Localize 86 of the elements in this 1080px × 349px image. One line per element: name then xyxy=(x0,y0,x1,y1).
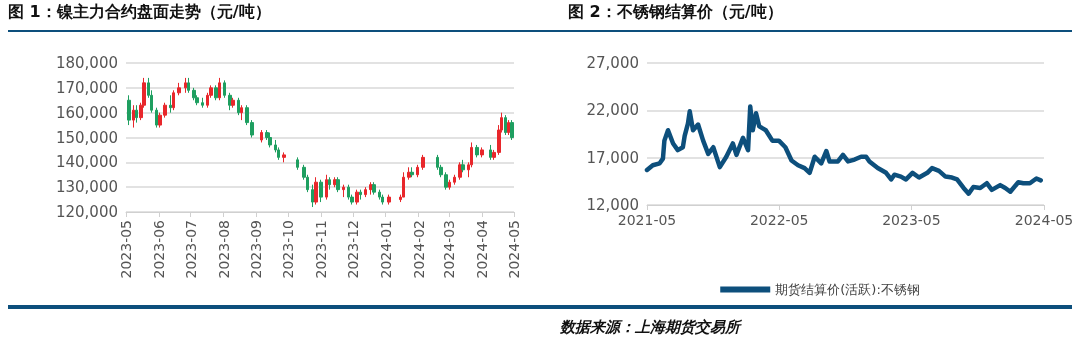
candlestick xyxy=(325,174,328,201)
x-tick-label: 2023-05 xyxy=(118,220,134,279)
y-tick-label: 160,000 xyxy=(55,103,118,122)
candlestick xyxy=(260,129,263,143)
candlestick xyxy=(504,114,507,136)
y-tick-label: 12,000 xyxy=(586,196,639,214)
x-tick-label: 2022-05 xyxy=(749,212,809,228)
candlestick xyxy=(407,166,411,181)
candlestick xyxy=(218,77,221,101)
y-tick-label: 150,000 xyxy=(55,128,118,147)
candlestick xyxy=(223,79,226,99)
y-tick-label: 140,000 xyxy=(55,153,118,172)
source-note: 数据来源：上海期货交易所 xyxy=(560,318,740,337)
candlestick xyxy=(314,176,318,206)
candlestick xyxy=(359,189,362,201)
candlestick xyxy=(336,176,340,193)
candlestick xyxy=(372,181,376,196)
y-tick-label: 120,000 xyxy=(55,203,118,221)
x-tick-label: 2024-03 xyxy=(441,220,458,279)
candlestick xyxy=(187,77,190,94)
candlestick xyxy=(296,156,299,171)
x-tick-label: 2023-06 xyxy=(150,219,167,279)
candlestick xyxy=(201,97,204,109)
y-tick-label: 22,000 xyxy=(586,101,639,120)
candlestick xyxy=(342,184,345,198)
candlestick xyxy=(381,194,384,206)
candlestick xyxy=(410,166,414,178)
candlestick xyxy=(507,119,510,136)
x-tick-label: 2023-12 xyxy=(344,220,361,279)
candlestick xyxy=(214,84,218,101)
candlestick xyxy=(355,189,359,206)
x-tick-label: 2023-09 xyxy=(248,220,265,279)
x-tick-label: 2024-04 xyxy=(474,219,491,279)
candlestick xyxy=(177,82,181,96)
candlestick xyxy=(453,174,456,186)
candlestick xyxy=(135,104,138,124)
y-tick-label: 17,000 xyxy=(586,148,639,167)
candlestick xyxy=(402,171,405,198)
candlestick xyxy=(268,132,272,148)
candlestick xyxy=(172,89,175,111)
candlestick xyxy=(237,97,240,116)
candlestick xyxy=(421,154,425,171)
x-tick-label: 2024-02 xyxy=(410,220,427,279)
candlestick xyxy=(489,144,492,161)
x-tick-label: 2023-08 xyxy=(215,220,232,279)
candlestick xyxy=(132,104,135,129)
candlestick xyxy=(461,159,465,173)
x-tick-label: 2024-05 xyxy=(506,220,522,279)
x-tick-label: 2024-01 xyxy=(377,220,394,279)
candlestick xyxy=(192,87,196,101)
legend-label: 期货结算价(活跃):不锈钢 xyxy=(775,282,920,297)
candlestick xyxy=(282,151,286,163)
candlestick xyxy=(378,189,381,201)
x-tick-label: 2021-05 xyxy=(617,212,677,228)
candlestick xyxy=(510,119,514,141)
x-tick-label: 2024-05 xyxy=(1014,212,1074,228)
candlestick xyxy=(480,146,484,158)
x-tick-label: 2023-07 xyxy=(182,220,199,279)
y-tick-label: 170,000 xyxy=(55,78,118,97)
x-tick-label: 2023-10 xyxy=(280,220,297,279)
candlestick xyxy=(184,77,187,94)
chart-title: 图 2：不锈钢结算价（元/吨） xyxy=(568,2,783,23)
candlestick xyxy=(169,94,172,114)
candlestick xyxy=(416,164,419,178)
candlestick xyxy=(347,184,350,201)
candlestick xyxy=(458,161,462,181)
candlestick xyxy=(240,104,243,121)
candlestick xyxy=(364,186,367,198)
chart-title: 图 1：镍主力合约盘面走势（元/吨） xyxy=(8,2,271,23)
x-tick-label: 2023-05 xyxy=(882,212,941,228)
x-tick-label: 2023-11 xyxy=(313,220,330,279)
candlestick xyxy=(328,176,331,191)
line-series xyxy=(644,104,1043,196)
candlestick xyxy=(311,184,314,208)
candlestick xyxy=(369,181,373,196)
candlestick xyxy=(475,144,479,158)
candlestick xyxy=(155,107,158,129)
candlestick xyxy=(231,97,235,109)
y-tick-label: 180,000 xyxy=(55,54,118,72)
y-tick-label: 27,000 xyxy=(586,54,639,72)
candlestick xyxy=(228,92,232,111)
candlestick xyxy=(448,179,451,191)
candlestick xyxy=(127,94,131,126)
candlestick xyxy=(319,179,323,203)
candlestick xyxy=(387,194,391,206)
y-tick-label: 130,000 xyxy=(55,178,118,197)
